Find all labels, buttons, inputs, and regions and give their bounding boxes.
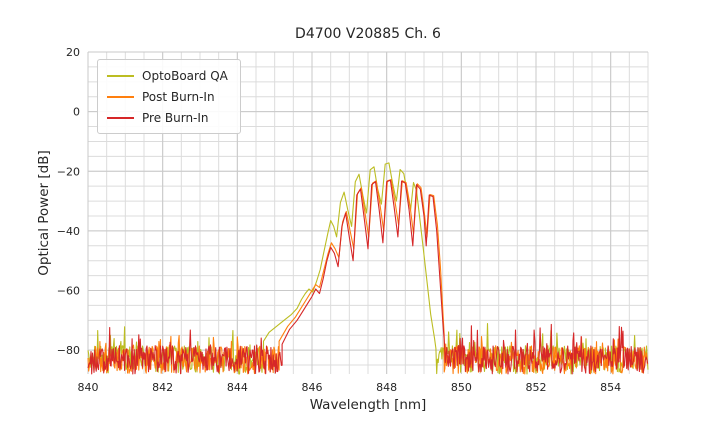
- legend-label: Post Burn-In: [142, 89, 215, 104]
- legend: OptoBoard QA Post Burn-In Pre Burn-In: [97, 59, 241, 134]
- x-axis-label: Wavelength [nm]: [309, 397, 427, 413]
- x-tick-label: 846: [302, 381, 323, 394]
- x-tick-label: 842: [152, 381, 173, 394]
- x-tick-label: 850: [451, 381, 472, 394]
- y-tick-label: −60: [57, 285, 80, 298]
- legend-line-swatch: [107, 116, 134, 119]
- y-tick-label: −40: [57, 225, 80, 238]
- legend-label: OptoBoard QA: [142, 68, 228, 83]
- x-tick-label: 852: [526, 381, 547, 394]
- legend-line-swatch: [107, 95, 134, 98]
- x-tick-label: 854: [600, 381, 621, 394]
- y-tick-label: −20: [57, 165, 80, 178]
- series-line-pre-burn-in: [87, 179, 649, 375]
- legend-line-swatch: [107, 74, 134, 77]
- y-tick-label: 0: [73, 106, 80, 119]
- legend-item: OptoBoard QA: [107, 65, 228, 86]
- y-tick-label: −80: [57, 344, 80, 357]
- x-tick-label: 848: [376, 381, 397, 394]
- y-tick-label: 20: [66, 46, 80, 59]
- legend-item: Post Burn-In: [107, 86, 228, 107]
- chart-title: D4700 V20885 Ch. 6: [295, 26, 441, 42]
- legend-item: Pre Burn-In: [107, 107, 228, 128]
- x-tick-label: 844: [227, 381, 248, 394]
- x-tick-label: 840: [78, 381, 99, 394]
- legend-label: Pre Burn-In: [142, 110, 209, 125]
- y-axis-label: Optical Power [dB]: [36, 150, 52, 276]
- series-line-post-burn-in: [87, 179, 649, 375]
